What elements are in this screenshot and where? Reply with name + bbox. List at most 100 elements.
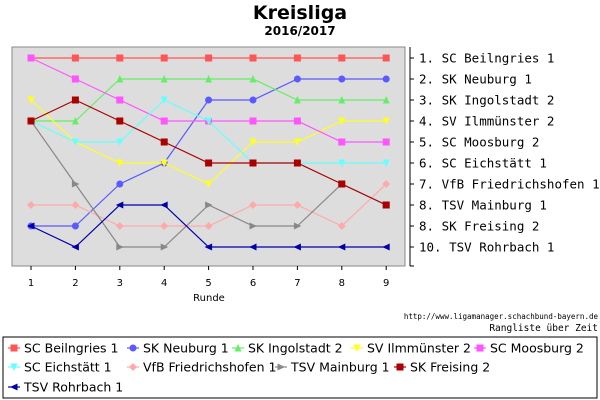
rank-label: 2. SK Neuburg 1 <box>419 72 532 87</box>
chart-note: Rangliste über Zeit <box>489 323 598 334</box>
data-point <box>382 96 390 104</box>
rank-label: 3. SK Ingolstadt 2 <box>419 93 554 108</box>
legend-marker <box>129 363 137 371</box>
data-point <box>249 159 257 167</box>
data-point <box>382 243 390 251</box>
legend-entry: SC Beilngries 1 <box>8 341 118 356</box>
rank-label: 5. SC Moosburg 2 <box>419 135 539 150</box>
data-point <box>338 96 346 104</box>
rank-label: 4. SV Ilmmünster 2 <box>419 114 554 129</box>
series-3 <box>27 96 390 188</box>
data-point <box>382 180 391 188</box>
data-point <box>115 222 124 230</box>
legend-marker <box>10 344 18 352</box>
rank-label: 8. TSV Mainburg 1 <box>419 198 547 213</box>
data-point <box>293 222 302 230</box>
legend-entry: SC Eichstätt 1 <box>8 360 112 375</box>
legend-marker <box>476 344 484 352</box>
data-point <box>382 201 390 209</box>
data-point <box>71 75 79 83</box>
data-point <box>293 138 301 146</box>
data-point <box>382 54 390 62</box>
legend-entry: TSV Rohrbach 1 <box>8 380 123 395</box>
data-point <box>116 75 124 83</box>
legend-entry: SV Ilmmünster 2 <box>351 341 471 356</box>
data-point <box>293 117 301 125</box>
data-point <box>249 222 257 230</box>
data-point <box>160 54 168 62</box>
legend-marker <box>277 363 285 371</box>
data-point <box>249 243 257 251</box>
data-point <box>338 75 346 83</box>
legend-marker <box>396 363 404 371</box>
x-axis-label: Runde <box>193 293 225 304</box>
data-point <box>71 243 79 251</box>
data-point <box>205 75 213 83</box>
legend-label: SK Neuburg 1 <box>143 341 229 356</box>
data-point <box>116 96 124 104</box>
data-point <box>205 201 213 209</box>
data-point <box>116 117 124 125</box>
data-point <box>382 159 390 167</box>
data-point <box>160 96 168 104</box>
rank-label: 8. SK Freising 2 <box>419 219 539 234</box>
data-point <box>204 222 213 230</box>
data-point <box>160 117 168 125</box>
legend-label: TSV Mainburg 1 <box>290 360 390 375</box>
data-point <box>293 243 301 251</box>
data-point <box>160 138 168 146</box>
data-point <box>116 138 124 146</box>
legend-label: SK Freising 2 <box>410 360 490 375</box>
x-tick-label: 7 <box>294 278 300 289</box>
data-point <box>27 117 35 125</box>
data-point <box>293 54 301 62</box>
legend-label: SC Moosburg 2 <box>490 341 584 356</box>
legend-label: SC Beilngries 1 <box>24 341 118 356</box>
legend-marker <box>10 383 18 391</box>
data-point <box>382 75 390 83</box>
x-tick-label: 8 <box>339 278 345 289</box>
data-point <box>160 201 168 209</box>
data-point <box>27 201 35 209</box>
data-point <box>160 75 168 83</box>
x-tick-label: 4 <box>161 278 167 289</box>
data-point <box>293 96 301 104</box>
data-point <box>160 243 169 251</box>
data-point <box>338 138 346 146</box>
x-tick-label: 3 <box>117 278 123 289</box>
data-point <box>205 117 213 125</box>
data-point <box>249 117 257 125</box>
data-point <box>71 117 79 125</box>
data-point <box>71 180 80 188</box>
data-point <box>71 96 79 104</box>
data-point <box>205 180 213 188</box>
legend-marker <box>353 344 361 352</box>
data-point <box>338 117 346 125</box>
legend-entries: SC Beilngries 1 SK Neuburg 1 SK Ingolstadt… <box>8 341 584 395</box>
data-point <box>71 222 79 230</box>
legend-entry: VfB Friedrichshofen 1 <box>127 360 276 375</box>
series-8 <box>27 96 390 209</box>
data-point <box>115 201 124 209</box>
x-tick-label: 9 <box>383 278 389 289</box>
data-point <box>338 159 346 167</box>
data-point <box>71 138 79 146</box>
data-point <box>293 75 301 83</box>
data-point <box>116 243 124 251</box>
data-point <box>249 54 257 62</box>
data-point <box>249 138 257 146</box>
rank-label: 1. SC Beilngries 1 <box>419 51 554 66</box>
data-point <box>71 54 79 62</box>
legend <box>2 336 598 399</box>
x-axis: 1 2 3 4 5 6 7 8 9 <box>28 266 389 289</box>
data-point <box>249 201 257 209</box>
data-point <box>27 96 35 104</box>
chart-subtitle: 2016/2017 <box>264 24 335 38</box>
legend-entry: SC Moosburg 2 <box>474 341 584 356</box>
x-tick-label: 1 <box>28 278 34 289</box>
data-point <box>382 117 390 125</box>
series-6 <box>27 180 391 230</box>
data-point <box>338 54 346 62</box>
rank-labels: 1. SC Beilngries 1 2. SK Neuburg 1 3. SK I… <box>410 51 600 267</box>
